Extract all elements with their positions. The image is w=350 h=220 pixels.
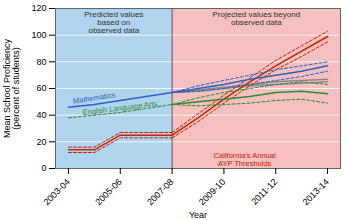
svg-text:0: 0 [41, 163, 46, 173]
svg-text:60: 60 [36, 83, 46, 93]
svg-text:2005-06: 2005-06 [93, 177, 123, 207]
svg-text:California's AnnualAYP Thresho: California's AnnualAYP Thresholds [214, 151, 276, 168]
svg-text:Projected values beyondobserve: Projected values beyondobserved data [212, 10, 300, 27]
svg-text:English Language Arts: English Language Arts [82, 99, 158, 117]
svg-text:80: 80 [36, 57, 46, 67]
svg-text:100: 100 [31, 30, 46, 40]
svg-text:20: 20 [36, 137, 46, 147]
svg-text:2009-10: 2009-10 [197, 177, 227, 207]
svg-text:Predicted valuesbased onobserv: Predicted valuesbased onobserved data [84, 10, 143, 35]
svg-text:Mean School Proficiency(percen: Mean School Proficiency(percent of stude… [2, 38, 21, 138]
svg-text:Mathematics: Mathematics [72, 90, 116, 106]
svg-text:Year: Year [189, 210, 207, 220]
svg-text:2013-14: 2013-14 [301, 177, 331, 207]
svg-text:2007-08: 2007-08 [145, 177, 175, 207]
svg-text:120: 120 [31, 3, 46, 13]
svg-text:2011-12: 2011-12 [249, 177, 279, 207]
svg-text:40: 40 [36, 110, 46, 120]
svg-text:2003-04: 2003-04 [41, 177, 71, 207]
